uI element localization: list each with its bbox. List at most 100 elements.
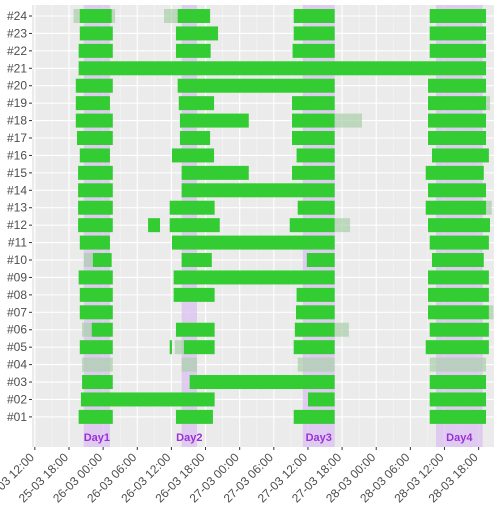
bar	[175, 26, 219, 41]
bar	[80, 392, 215, 407]
bar	[79, 340, 113, 355]
bar	[183, 340, 215, 355]
faint-bar	[486, 96, 491, 111]
bar	[78, 218, 113, 233]
y-tick-label: #01	[7, 410, 27, 424]
faint-bar	[82, 322, 92, 337]
y-tick-label: #24	[7, 9, 27, 23]
bar	[428, 183, 487, 198]
y-tick-label: #03	[7, 375, 27, 389]
bar	[175, 322, 215, 337]
y-tick-label: #09	[7, 270, 27, 284]
y-tick-label: #21	[7, 61, 27, 75]
bar	[428, 287, 489, 302]
bar	[91, 322, 113, 337]
faint-bar	[174, 340, 184, 355]
y-tick-label: #13	[7, 201, 27, 215]
y-tick-label: #23	[7, 26, 27, 40]
y-tick-label: #11	[8, 236, 27, 250]
bar	[428, 96, 487, 111]
bar	[78, 61, 487, 76]
y-tick-label: #18	[7, 114, 27, 128]
bar	[173, 287, 215, 302]
y-tick-label: #16	[7, 148, 27, 162]
bar	[293, 409, 335, 424]
bar	[292, 43, 335, 58]
bar	[431, 253, 484, 268]
bar	[181, 253, 212, 268]
bar	[292, 165, 335, 180]
bar	[78, 200, 113, 215]
bar	[306, 253, 335, 268]
bar	[169, 218, 220, 233]
y-tick-label: #17	[7, 131, 27, 145]
bar	[293, 9, 335, 23]
bar	[75, 78, 113, 93]
faint-bar	[334, 218, 351, 233]
bar	[92, 253, 112, 268]
y-tick-label: #02	[7, 392, 27, 406]
faint-bar	[429, 357, 487, 372]
faint-bar	[83, 253, 93, 268]
bar	[177, 9, 211, 23]
bar	[78, 43, 113, 58]
bar	[429, 235, 489, 250]
bar	[79, 235, 110, 250]
y-tick-label: #20	[7, 79, 27, 93]
bar	[428, 305, 489, 320]
bar	[171, 235, 335, 250]
bar	[292, 96, 335, 111]
bar	[429, 43, 487, 58]
bar	[428, 218, 491, 233]
bar	[293, 26, 335, 41]
faint-bar	[82, 357, 113, 372]
bar	[292, 113, 335, 128]
bar	[82, 375, 113, 390]
day-label: Day3	[306, 432, 332, 444]
faint-bar	[181, 357, 197, 372]
bar	[425, 200, 487, 215]
faint-bar	[297, 357, 335, 372]
y-tick-label: #06	[7, 323, 27, 337]
bar	[75, 96, 110, 111]
bar	[76, 131, 113, 146]
y-tick-label: #14	[7, 183, 27, 197]
faint-bar	[334, 322, 349, 337]
bar	[431, 148, 489, 163]
bar	[296, 287, 335, 302]
y-tick-label: #22	[7, 44, 27, 58]
y-tick-label: #04	[7, 358, 27, 372]
bar	[289, 218, 335, 233]
bar	[79, 148, 110, 163]
bar	[294, 322, 335, 337]
bar	[181, 183, 335, 198]
bar	[178, 96, 215, 111]
bar	[292, 131, 335, 146]
bar	[75, 113, 113, 128]
bar	[169, 200, 215, 215]
y-tick-label: #12	[7, 218, 27, 232]
bar	[429, 26, 487, 41]
bar	[78, 183, 113, 198]
bar	[429, 9, 487, 23]
bar	[428, 131, 487, 146]
day-label: Day2	[176, 432, 202, 444]
faint-bar	[488, 305, 494, 320]
bar	[296, 148, 335, 163]
bar	[428, 270, 489, 285]
bar	[173, 270, 335, 285]
bar	[169, 340, 172, 355]
faint-bar	[334, 113, 362, 128]
bar	[425, 165, 484, 180]
y-tick-label: #19	[7, 96, 27, 110]
bar	[79, 287, 113, 302]
bar	[429, 392, 487, 407]
bar	[79, 9, 112, 23]
bar	[425, 340, 489, 355]
bar	[428, 78, 487, 93]
bar	[428, 113, 487, 128]
y-tick-label: #15	[7, 166, 27, 180]
y-tick-label: #08	[7, 288, 27, 302]
y-tick-label: #05	[7, 340, 27, 354]
